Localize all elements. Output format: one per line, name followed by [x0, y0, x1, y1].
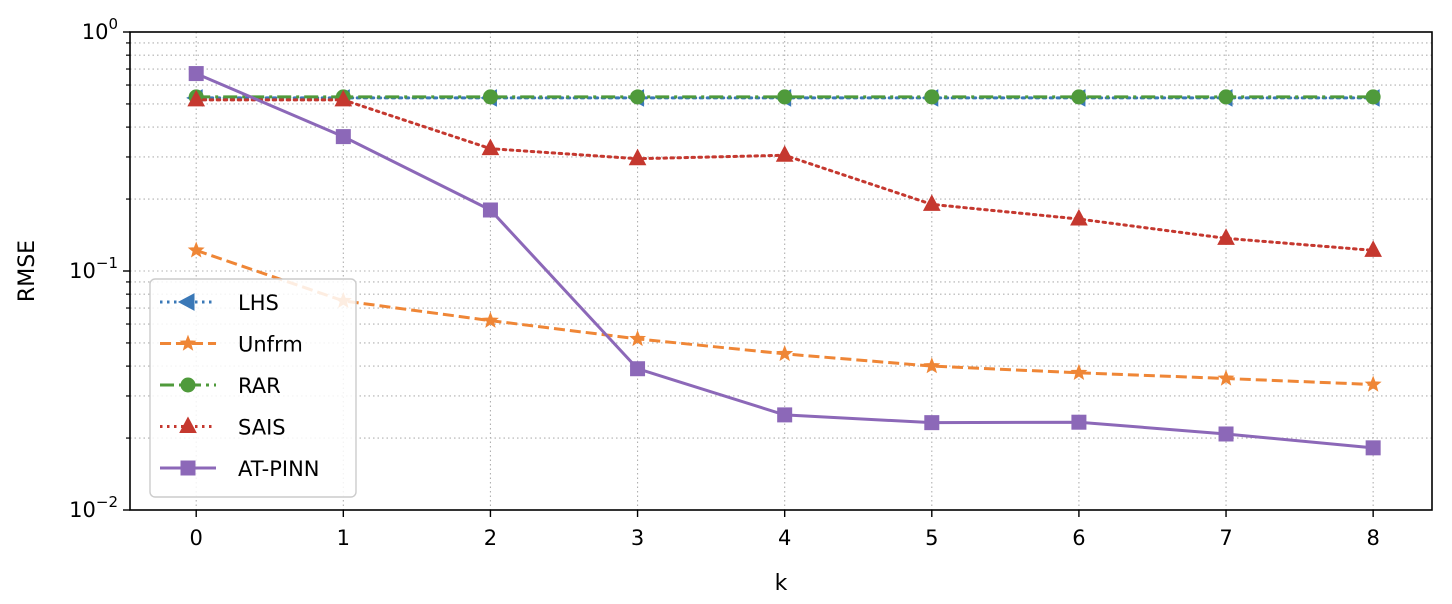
- series-unfrm: [187, 241, 1382, 392]
- data-point-unfrm: [1070, 363, 1088, 380]
- axis-ticks: 0 1 2 3 4 5 6 7 8 100 10−1 10−2: [69, 15, 1380, 550]
- legend-label-lhs: LHS: [238, 291, 279, 315]
- data-point-unfrm: [776, 344, 794, 362]
- data-point-rar: [1365, 89, 1381, 105]
- data-point-unfrm: [481, 311, 499, 328]
- data-point-rar: [777, 89, 793, 105]
- data-point-sais: [334, 89, 353, 107]
- legend-marker-sais: [179, 416, 197, 433]
- x-tick-label: 4: [778, 526, 791, 550]
- data-point-at-pinn: [630, 361, 646, 377]
- series-sais: [187, 89, 1382, 257]
- x-tick-label: 0: [190, 526, 203, 550]
- series-at-pinn: [188, 66, 1381, 456]
- x-tick-label: 2: [484, 526, 497, 550]
- data-point-at-pinn: [924, 415, 940, 431]
- data-point-rar: [1071, 89, 1087, 105]
- x-tick-label: 3: [631, 526, 644, 550]
- series-layer: [186, 66, 1382, 456]
- data-point-unfrm: [1364, 375, 1382, 392]
- data-point-sais: [481, 138, 500, 156]
- x-axis-label: k: [775, 571, 788, 596]
- legend-marker-unfrm: [179, 334, 197, 351]
- y-tick-label: 10−1: [69, 254, 118, 283]
- data-point-at-pinn: [335, 129, 351, 145]
- legend-marker-rar: [180, 377, 196, 393]
- data-point-rar: [924, 89, 940, 105]
- legend-label-at-pinn: AT-PINN: [238, 457, 320, 481]
- data-point-unfrm: [1217, 369, 1235, 386]
- legend-marker-lhs: [177, 293, 195, 311]
- data-point-at-pinn: [1218, 426, 1234, 442]
- data-point-sais: [628, 148, 647, 166]
- legend-label-unfrm: Unfrm: [238, 333, 303, 357]
- data-point-unfrm: [923, 357, 941, 374]
- legend-label-sais: SAIS: [238, 416, 286, 440]
- data-point-at-pinn: [482, 202, 498, 218]
- legend-box: [149, 278, 357, 498]
- data-point-sais: [1217, 228, 1235, 245]
- data-point-unfrm: [629, 329, 647, 347]
- data-point-sais: [1364, 240, 1382, 257]
- data-point-at-pinn: [1365, 440, 1381, 456]
- data-point-rar: [482, 89, 498, 105]
- y-tick-label: 10−2: [69, 493, 118, 522]
- legend-label-rar: RAR: [238, 374, 281, 398]
- x-tick-label: 8: [1366, 526, 1379, 550]
- series-rar: [188, 89, 1381, 105]
- data-point-sais: [187, 89, 206, 107]
- series-line-at-pinn: [195, 72, 1374, 450]
- data-point-at-pinn: [1071, 414, 1087, 430]
- data-point-sais: [1070, 208, 1088, 226]
- data-point-at-pinn: [188, 66, 204, 82]
- y-axis-label: RMSE: [15, 240, 40, 302]
- x-tick-label: 5: [925, 526, 938, 550]
- data-point-sais: [922, 194, 941, 211]
- y-tick-label: 100: [82, 15, 118, 44]
- x-tick-label: 6: [1072, 526, 1085, 550]
- data-point-at-pinn: [777, 407, 793, 423]
- data-point-sais: [775, 145, 794, 162]
- legend: LHS Unfrm RAR SAIS AT-PINN: [149, 278, 357, 498]
- data-point-unfrm: [187, 241, 205, 258]
- data-point-rar: [630, 89, 646, 105]
- x-tick-label: 7: [1219, 526, 1232, 550]
- x-tick-label: 1: [337, 526, 350, 550]
- data-point-rar: [1218, 89, 1234, 105]
- legend-marker-at-pinn: [180, 460, 196, 476]
